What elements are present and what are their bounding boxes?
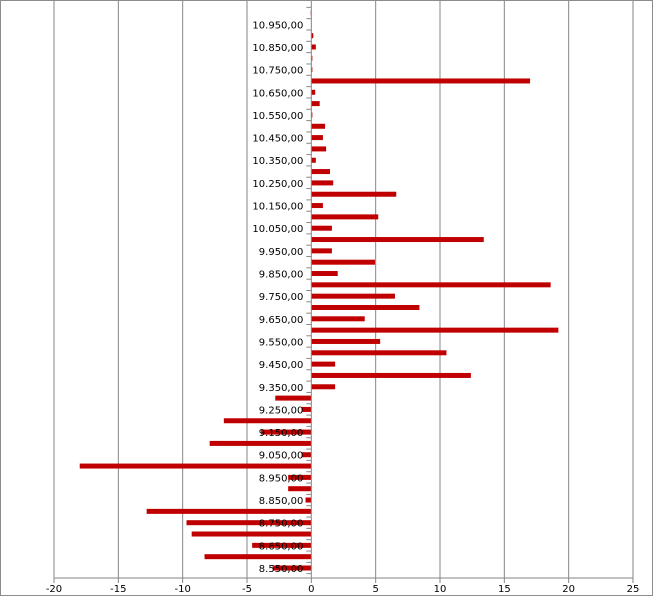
y-tick-label: 8.850,00 [259,496,304,507]
y-tick-label: 9.350,00 [259,383,304,394]
bar [261,429,312,435]
bar [288,474,312,480]
bar [191,531,312,537]
x-tick-label: -10 [174,584,190,595]
y-tick-label: 9.250,00 [259,405,304,416]
bar [311,350,447,356]
bar [311,55,313,61]
x-tick-label: 5 [372,584,378,595]
bar [311,327,559,333]
bar [311,44,316,50]
x-tick-label: -15 [110,584,126,595]
bar [311,282,551,288]
bar [186,520,312,526]
y-tick-label: 9.450,00 [259,360,304,371]
bar [204,554,312,560]
bar [311,180,334,186]
bar [311,123,326,129]
bar [275,395,312,401]
bar [311,259,376,265]
bar [311,271,338,277]
bar [311,191,397,197]
bar [311,316,365,322]
gridlines [53,1,634,578]
bar [311,146,327,152]
bar [311,67,313,73]
bar [301,406,312,412]
bar [272,565,312,571]
bar [223,418,312,424]
y-tick-label: 9.650,00 [259,315,304,326]
y-tick-label: 10.050,00 [252,224,303,235]
bar [146,508,312,514]
bar [311,384,336,390]
x-tick-label: 15 [498,584,511,595]
bars [79,10,559,571]
y-tick-label: 9.850,00 [259,270,304,281]
y-tick-label: 8.550,00 [259,564,304,575]
bar [311,361,336,367]
bar [311,33,314,39]
bar [311,214,379,220]
y-tick-label: 9.750,00 [259,292,304,303]
x-tick-label: 10 [434,584,447,595]
bar [311,169,330,175]
bar [252,542,312,548]
y-tick-label: 9.550,00 [259,337,304,348]
x-tick-label: -5 [242,584,252,595]
bar [305,497,312,503]
y-tick-label: 10.950,00 [252,20,303,31]
y-tick-label: 10.250,00 [252,179,303,190]
bar [311,304,420,310]
x-tick-label: 0 [308,584,314,595]
bar [311,293,395,299]
x-tick-label: 25 [627,584,640,595]
bar [311,89,316,95]
bar [311,112,313,118]
bar [301,452,312,458]
y-tick-label: 10.150,00 [252,202,303,213]
bar [311,203,323,209]
bar [311,78,531,84]
bar [311,135,323,141]
x-tick-label: -20 [46,584,62,595]
y-tick-label: 10.750,00 [252,66,303,77]
category-axis: 8.550,00 8.650,00 8.750,00 8.850,00 8.950,00… [252,1,312,578]
y-tick-label: 8.650,00 [259,541,304,552]
bar [311,338,381,344]
y-tick-label: 9.950,00 [259,247,304,258]
y-tick-label: 10.850,00 [252,43,303,54]
bar [311,157,316,163]
value-axis: -20 -15 -10 -5 0 5 10 15 20 25 [46,577,640,595]
bar [288,486,312,492]
x-tick-label: 20 [562,584,575,595]
y-tick-label: 10.550,00 [252,111,303,122]
y-tick-label: 8.750,00 [259,519,304,530]
bar [311,372,471,378]
bar [311,248,332,254]
y-tick-label: 9.150,00 [259,428,304,439]
bar [79,463,312,469]
y-tick-label: 10.650,00 [252,88,303,99]
y-tick-label: 10.350,00 [252,156,303,167]
y-tick-label: 10.450,00 [252,134,303,145]
bar [209,440,312,446]
y-tick-label: 9.050,00 [259,451,304,462]
bar [311,225,332,231]
y-tick-label: 8.950,00 [259,473,304,484]
bar [311,237,484,243]
bar [311,101,320,107]
